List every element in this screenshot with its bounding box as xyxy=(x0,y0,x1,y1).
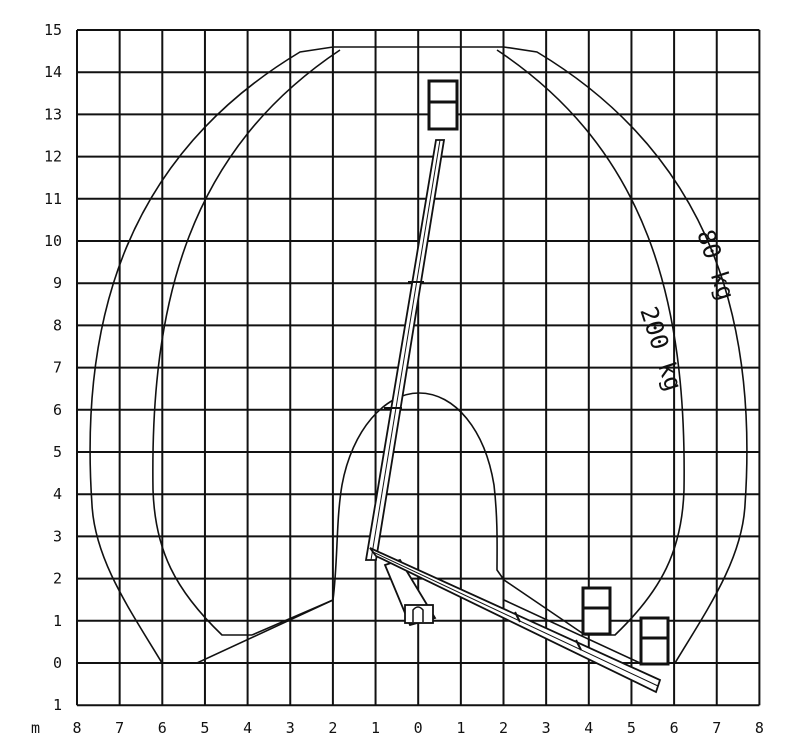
boom-raised xyxy=(364,79,459,561)
y-tick-label: 12 xyxy=(44,148,62,166)
label-80kg: 80 kg xyxy=(691,226,740,303)
x-axis-ticks: 8 7 6 5 4 3 2 1 0 1 2 3 4 5 6 7 8 xyxy=(72,719,763,737)
y-tick-label: 7 xyxy=(53,359,62,377)
x-tick-label: 4 xyxy=(243,719,252,737)
label-200kg: 200 kg xyxy=(634,303,687,394)
x-tick-label: 5 xyxy=(200,719,209,737)
y-tick-label: 1 xyxy=(53,612,62,630)
boom-lowered xyxy=(369,547,670,694)
y-tick-label: 13 xyxy=(44,105,62,123)
basket-mid xyxy=(581,586,612,636)
envelope-200kg-left-base xyxy=(251,599,334,636)
y-tick-label: 0 xyxy=(53,654,62,672)
x-tick-label: 8 xyxy=(755,719,764,737)
y-tick-label: 9 xyxy=(53,274,62,292)
x-tick-label: 3 xyxy=(286,719,295,737)
y-tick-label: 4 xyxy=(53,485,62,503)
y-tick-label: 15 xyxy=(44,21,62,39)
x-tick-label: 5 xyxy=(627,719,636,737)
x-tick-label: 1 xyxy=(456,719,465,737)
x-tick-label: 0 xyxy=(414,719,423,737)
basket-lowered xyxy=(639,616,670,666)
grid xyxy=(76,29,761,707)
x-tick-label: 6 xyxy=(158,719,167,737)
inner-exclusion-zone xyxy=(332,392,505,601)
x-tick-label: 7 xyxy=(115,719,124,737)
x-tick-label: 3 xyxy=(542,719,551,737)
x-tick-label: 2 xyxy=(499,719,508,737)
x-tick-label: 8 xyxy=(72,719,81,737)
y-tick-label: 1 xyxy=(53,696,62,714)
x-tick-label: 6 xyxy=(670,719,679,737)
y-tick-label: 2 xyxy=(53,570,62,588)
basket-raised xyxy=(427,79,459,131)
x-tick-label: 1 xyxy=(371,719,380,737)
y-tick-label: 11 xyxy=(44,190,62,208)
y-tick-label: 14 xyxy=(44,63,62,81)
envelope-200kg xyxy=(152,49,685,636)
y-tick-label: 6 xyxy=(53,401,62,419)
envelope-80kg xyxy=(89,46,748,664)
y-tick-label: 3 xyxy=(53,527,62,545)
y-tick-label: 10 xyxy=(44,232,62,250)
unit-label: m xyxy=(31,719,40,737)
envelope-80kg-left-base xyxy=(162,599,334,664)
x-tick-label: 7 xyxy=(712,719,721,737)
x-tick-label: 4 xyxy=(584,719,593,737)
x-tick-label: 2 xyxy=(328,719,337,737)
y-tick-label: 5 xyxy=(53,443,62,461)
y-tick-label: 8 xyxy=(53,316,62,334)
